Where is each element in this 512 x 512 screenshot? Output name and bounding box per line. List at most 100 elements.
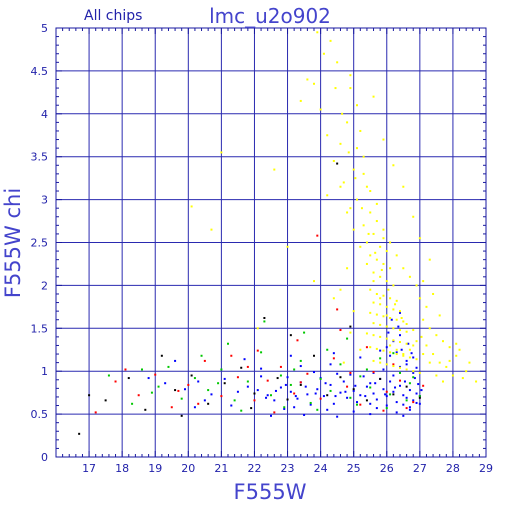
data-point: [274, 389, 277, 392]
data-point: [399, 334, 401, 337]
x-tick-label: 25: [347, 462, 361, 475]
data-point: [354, 177, 357, 180]
data-point: [339, 185, 342, 188]
data-point: [405, 396, 408, 399]
data-point: [346, 211, 349, 214]
data-point: [359, 245, 362, 248]
data-point: [408, 382, 411, 385]
data-point: [389, 241, 392, 244]
data-point: [319, 397, 322, 400]
data-point: [127, 377, 130, 380]
data-point: [402, 354, 405, 357]
data-point: [365, 399, 368, 402]
data-point: [395, 348, 398, 351]
data-point: [465, 370, 468, 373]
data-point: [385, 314, 388, 317]
data-point: [420, 389, 423, 392]
data-point: [402, 185, 405, 188]
data-point: [289, 334, 292, 337]
data-point: [395, 351, 398, 354]
data-point: [200, 354, 203, 357]
data-point: [316, 234, 319, 237]
data-point: [314, 392, 317, 395]
data-point: [260, 367, 263, 370]
data-point: [306, 393, 309, 396]
data-point: [402, 353, 405, 356]
data-point: [293, 406, 296, 409]
data-point: [240, 366, 243, 369]
data-point: [415, 401, 418, 404]
data-point: [369, 311, 372, 314]
data-point: [339, 329, 342, 332]
data-point: [408, 356, 411, 359]
data-point: [379, 303, 382, 306]
tick-marks: [55, 27, 487, 458]
data-point: [415, 340, 418, 343]
data-point: [250, 407, 253, 410]
data-point: [326, 348, 329, 351]
y-tick-label: 0: [41, 451, 48, 464]
data-point: [286, 376, 289, 379]
data-point: [303, 331, 306, 334]
data-point: [399, 341, 401, 344]
data-point: [341, 112, 344, 115]
data-point: [193, 377, 196, 380]
data-point: [344, 390, 347, 393]
y-tick-label: 0.5: [31, 408, 49, 421]
data-point: [435, 374, 438, 377]
data-point: [392, 390, 395, 393]
data-point: [279, 386, 282, 389]
data-point: [369, 402, 372, 405]
data-point: [299, 383, 302, 386]
data-point: [293, 368, 296, 371]
data-point: [253, 392, 256, 395]
x-tick-label: 26: [380, 462, 394, 475]
data-point: [349, 396, 352, 399]
data-point: [399, 366, 401, 369]
data-point: [392, 374, 395, 377]
data-point: [369, 386, 372, 389]
data-point: [392, 284, 395, 287]
data-point: [395, 401, 398, 404]
data-point: [399, 311, 401, 314]
data-point: [369, 346, 372, 349]
data-point: [207, 389, 210, 392]
data-point: [286, 245, 289, 248]
data-point: [412, 329, 415, 332]
data-point: [352, 168, 355, 171]
data-point: [246, 385, 249, 388]
data-point: [412, 371, 415, 374]
data-point: [197, 380, 200, 383]
data-point: [170, 406, 173, 409]
data-point: [329, 383, 332, 386]
data-point: [415, 284, 418, 287]
data-point: [273, 411, 276, 414]
data-point: [180, 414, 183, 417]
data-point: [412, 399, 415, 402]
data-point: [150, 391, 153, 394]
data-point: [299, 359, 302, 362]
data-point: [167, 365, 170, 368]
data-point: [260, 375, 263, 378]
data-point: [114, 380, 117, 383]
data-point: [334, 395, 337, 398]
data-point: [372, 371, 375, 374]
data-point: [78, 432, 81, 435]
data-point: [385, 395, 388, 398]
data-point: [313, 280, 315, 283]
data-point: [336, 415, 339, 418]
data-point: [379, 361, 382, 364]
data-point: [339, 288, 342, 291]
data-point: [365, 185, 368, 188]
data-point: [438, 361, 441, 364]
data-point: [389, 351, 392, 354]
x-tick-label: 17: [82, 462, 96, 475]
data-point: [405, 407, 408, 410]
data-point: [412, 356, 415, 359]
data-point: [418, 395, 421, 398]
data-point: [313, 371, 315, 374]
data-point: [392, 363, 395, 366]
data-point: [372, 334, 375, 337]
data-point: [408, 406, 411, 409]
